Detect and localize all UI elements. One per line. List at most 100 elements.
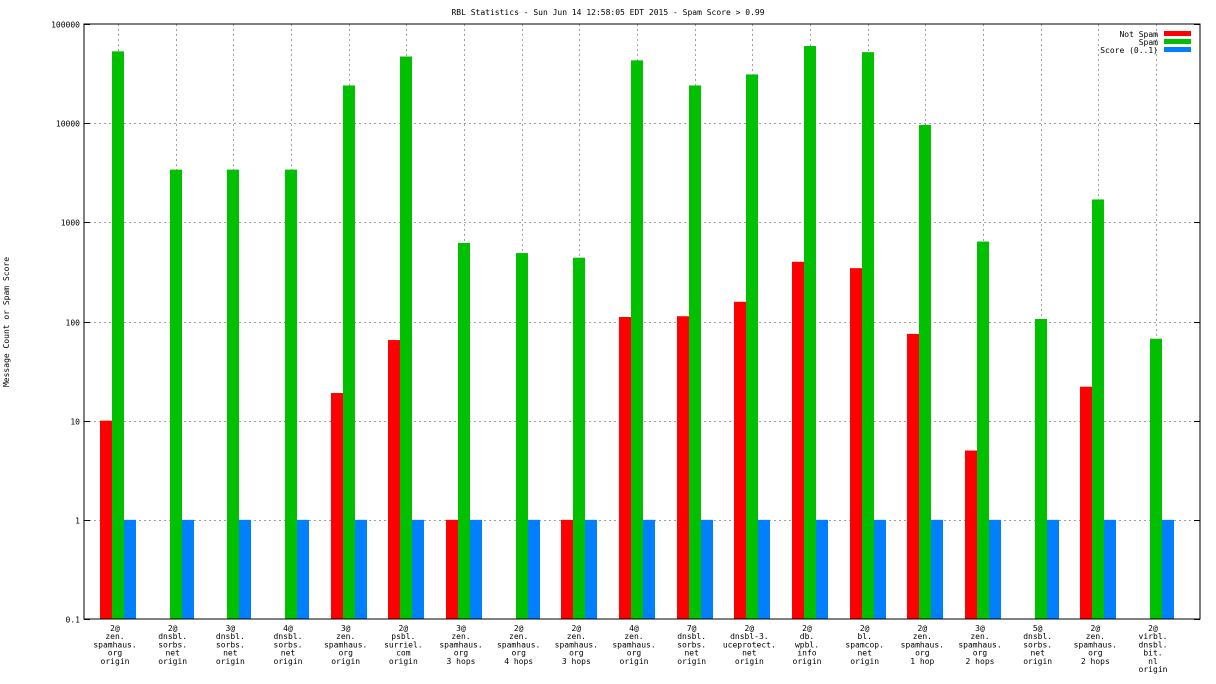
x-tick-label: origin	[216, 657, 245, 666]
y-tick-label: 0.1	[66, 616, 81, 625]
x-tick-label: nl	[1148, 657, 1158, 666]
y-tick-label: 10000	[56, 120, 80, 129]
x-tick-label: origin	[1139, 665, 1168, 674]
x-tick-label: 3 hops	[562, 657, 591, 666]
bar-spam	[862, 52, 874, 619]
bar-score	[701, 519, 713, 619]
x-tick-label: 2@	[514, 624, 524, 633]
bar-spam	[631, 60, 643, 619]
x-tick-label: zen.	[451, 632, 470, 641]
x-tick-label: org	[338, 649, 353, 658]
x-tick-label: zen.	[567, 632, 586, 641]
plot-border	[83, 23, 1201, 620]
bar-spam	[1150, 338, 1162, 619]
x-tick-label: sorbs.	[216, 640, 245, 649]
bar-score	[989, 519, 1001, 619]
x-tick-label: dnsbl-3.	[730, 632, 769, 641]
bar-spam	[516, 253, 528, 620]
bar-spam	[1092, 199, 1104, 620]
bar-spam	[746, 74, 758, 620]
legend-swatch	[1164, 31, 1191, 36]
x-tick-label: origin	[1023, 657, 1052, 666]
bar-not-spam	[619, 317, 631, 619]
bar-score	[470, 519, 482, 619]
x-tick-label: 2@	[110, 624, 120, 633]
bar-spam	[285, 169, 297, 619]
x-tick-label: 2 hops	[966, 657, 995, 666]
bar-score	[124, 519, 136, 619]
bar-not-spam	[388, 340, 400, 619]
x-tick-label: 3@	[975, 624, 985, 633]
bar-spam	[977, 241, 989, 619]
bar-spam	[573, 257, 585, 619]
x-tick-label: 4@	[629, 624, 639, 633]
x-tick-label: uceprotect.	[723, 640, 776, 649]
bar-spam	[343, 85, 355, 619]
bar-score	[585, 519, 597, 619]
x-tick-label: zen.	[336, 632, 355, 641]
x-tick-label: 2 hops	[1081, 657, 1110, 666]
bar-score	[355, 519, 367, 619]
x-tick-label: 2@	[399, 624, 409, 633]
x-tick-label: zen.	[1086, 632, 1105, 641]
x-tick-label: origin	[274, 657, 303, 666]
bar-spam	[689, 85, 701, 619]
x-tick-label: net	[281, 649, 296, 658]
x-tick-label: spamhaus.	[1074, 640, 1117, 649]
x-tick-label: zen.	[913, 632, 932, 641]
x-tick-label: net	[742, 649, 757, 658]
legend-label: Not Spam	[1119, 30, 1158, 39]
bar-not-spam	[561, 519, 573, 619]
x-tick-label: org	[108, 649, 123, 658]
x-tick-label: virbl.	[1139, 632, 1168, 641]
x-tick-label: org	[1088, 649, 1103, 658]
x-tick-label: 4 hops	[504, 657, 533, 666]
x-tick-label: origin	[850, 657, 879, 666]
bar-not-spam	[677, 316, 689, 619]
x-tick-label: 2@	[572, 624, 582, 633]
x-tick-label: bl.	[857, 632, 871, 641]
x-tick-label: zen.	[624, 632, 643, 641]
x-tick-label: dnsbl.	[1023, 632, 1052, 641]
bar-score	[1162, 519, 1174, 619]
x-tick-label: zen.	[970, 632, 989, 641]
x-tick-label: dnsbl.	[216, 632, 245, 641]
x-tick-label: dnsbl.	[677, 632, 706, 641]
y-tick-label: 10	[70, 418, 80, 427]
x-tick-label: psbl.	[391, 632, 415, 641]
x-tick-label: zen.	[105, 632, 124, 641]
x-tick-label: info	[797, 649, 816, 658]
x-tick-label: 1 hop	[910, 657, 934, 666]
bar-score	[412, 519, 424, 619]
x-tick-label: 2@	[745, 624, 755, 633]
x-tick-label: spamhaus.	[958, 640, 1001, 649]
y-tick-label: 100	[66, 319, 81, 328]
x-tick-label: zen.	[509, 632, 528, 641]
x-tick-label: origin	[677, 657, 706, 666]
x-tick-label: spamhaus.	[555, 640, 598, 649]
legend-swatch	[1164, 39, 1191, 44]
x-tick-label: spamcop.	[845, 640, 884, 649]
bar-not-spam	[1080, 386, 1092, 619]
bar-not-spam	[100, 420, 112, 619]
bar-score	[816, 519, 828, 619]
bar-spam	[170, 169, 182, 619]
bar-score	[931, 519, 943, 619]
x-tick-label: 2@	[1091, 624, 1101, 633]
bar-spam	[227, 169, 239, 619]
x-tick-label: 4@	[283, 624, 293, 633]
x-tick-label: bit.	[1143, 649, 1162, 658]
bar-score	[1104, 519, 1116, 619]
x-tick-label: net	[223, 649, 238, 658]
x-tick-label: sorbs.	[1023, 640, 1052, 649]
legend-swatch	[1164, 47, 1191, 52]
x-tick-label: origin	[331, 657, 360, 666]
x-tick-label: org	[511, 649, 526, 658]
y-axis-label: Message Count or Spam Score	[2, 257, 11, 387]
x-tick-label: surriel.	[384, 640, 423, 649]
x-tick-label: net	[684, 649, 699, 658]
bar-score	[758, 519, 770, 619]
x-tick-label: 3@	[226, 624, 236, 633]
